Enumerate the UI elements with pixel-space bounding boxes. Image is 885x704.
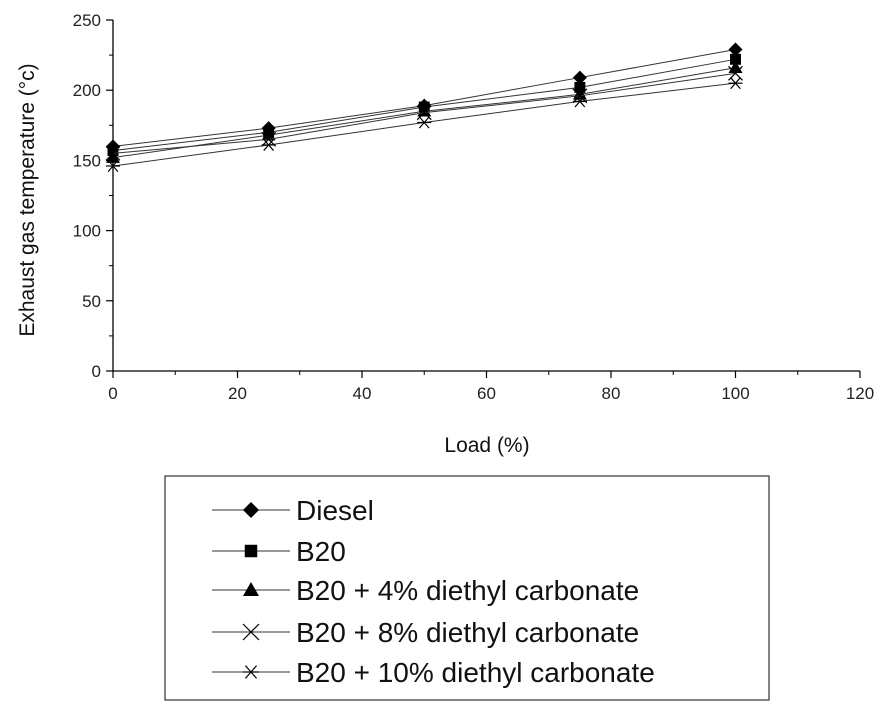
y-tick-label: 150 (73, 151, 101, 170)
marker-stroke (107, 160, 119, 173)
marker-stroke (105, 145, 121, 161)
legend: Diesel B20 B20 + 4% diethyl carbonate B20 +… (164, 475, 770, 701)
legend-label: Diesel (296, 495, 374, 526)
marker-stroke (242, 623, 260, 641)
y-tick-label: 100 (73, 222, 101, 241)
legend-item: Diesel (212, 495, 374, 526)
x-tick-label: 80 (602, 384, 621, 403)
marker-stroke (574, 95, 586, 108)
marker-stroke (730, 77, 741, 90)
diamond-marker (728, 42, 743, 57)
x-tick-label: 120 (846, 384, 874, 403)
square-marker (574, 81, 586, 93)
triangle-marker (106, 150, 120, 163)
x-axis: 0 20 40 60 80 100 120 (108, 370, 874, 403)
square-marker (244, 544, 258, 558)
series-line (112, 48, 736, 147)
square-marker (730, 53, 741, 65)
legend-item: B20 + 10% diethyl carbonate (212, 657, 655, 688)
series-4 (105, 65, 743, 161)
y-axis: 0 50 100 150 200 250 (73, 11, 114, 381)
diamond-marker (572, 70, 587, 85)
triangle-marker (261, 128, 276, 141)
marker-stroke (263, 138, 274, 151)
asterisk-marker (572, 95, 587, 108)
marker-stroke (572, 88, 588, 104)
diamond-marker (243, 502, 259, 518)
legend-label: B20 + 10% diethyl carbonate (296, 657, 655, 688)
square-marker (107, 145, 119, 157)
legend-item: B20 + 8% diethyl carbonate (212, 617, 639, 648)
x-marker (242, 623, 260, 641)
marker-stroke (261, 131, 277, 147)
asterisk-marker (417, 116, 432, 129)
x-axis-title: Load (%) (444, 434, 529, 457)
series-1 (106, 42, 743, 154)
legend-label: B20 (296, 536, 346, 567)
series-line (112, 82, 736, 167)
legend-box (164, 475, 770, 701)
series-5 (106, 77, 743, 173)
x-tick-label: 100 (721, 384, 749, 403)
x-tick-label: 60 (477, 384, 496, 403)
asterisk-marker (106, 160, 120, 173)
asterisk-marker (728, 77, 743, 90)
marker-stroke (418, 116, 430, 129)
triangle-marker (243, 582, 259, 596)
legend-label: B20 + 8% diethyl carbonate (296, 617, 639, 648)
series-3 (106, 60, 743, 163)
marker-stroke (244, 665, 258, 679)
y-tick-label: 250 (73, 11, 101, 30)
x-tick-label: 0 (108, 384, 117, 403)
x-tick-label: 20 (228, 384, 247, 403)
legend-label: B20 + 4% diethyl carbonate (296, 575, 639, 606)
legend-item: B20 (212, 536, 346, 567)
y-tick-label: 50 (82, 292, 101, 311)
y-tick-label: 200 (73, 81, 101, 100)
asterisk-marker (261, 138, 276, 151)
series-layer (105, 42, 743, 173)
asterisk-marker (243, 665, 259, 679)
y-tick-label: 0 (92, 362, 101, 381)
y-axis-title: Exhaust gas temperature (°c) (16, 63, 39, 336)
x-tick-label: 40 (353, 384, 372, 403)
legend-item: B20 + 4% diethyl carbonate (212, 575, 639, 606)
x-marker (105, 145, 121, 161)
